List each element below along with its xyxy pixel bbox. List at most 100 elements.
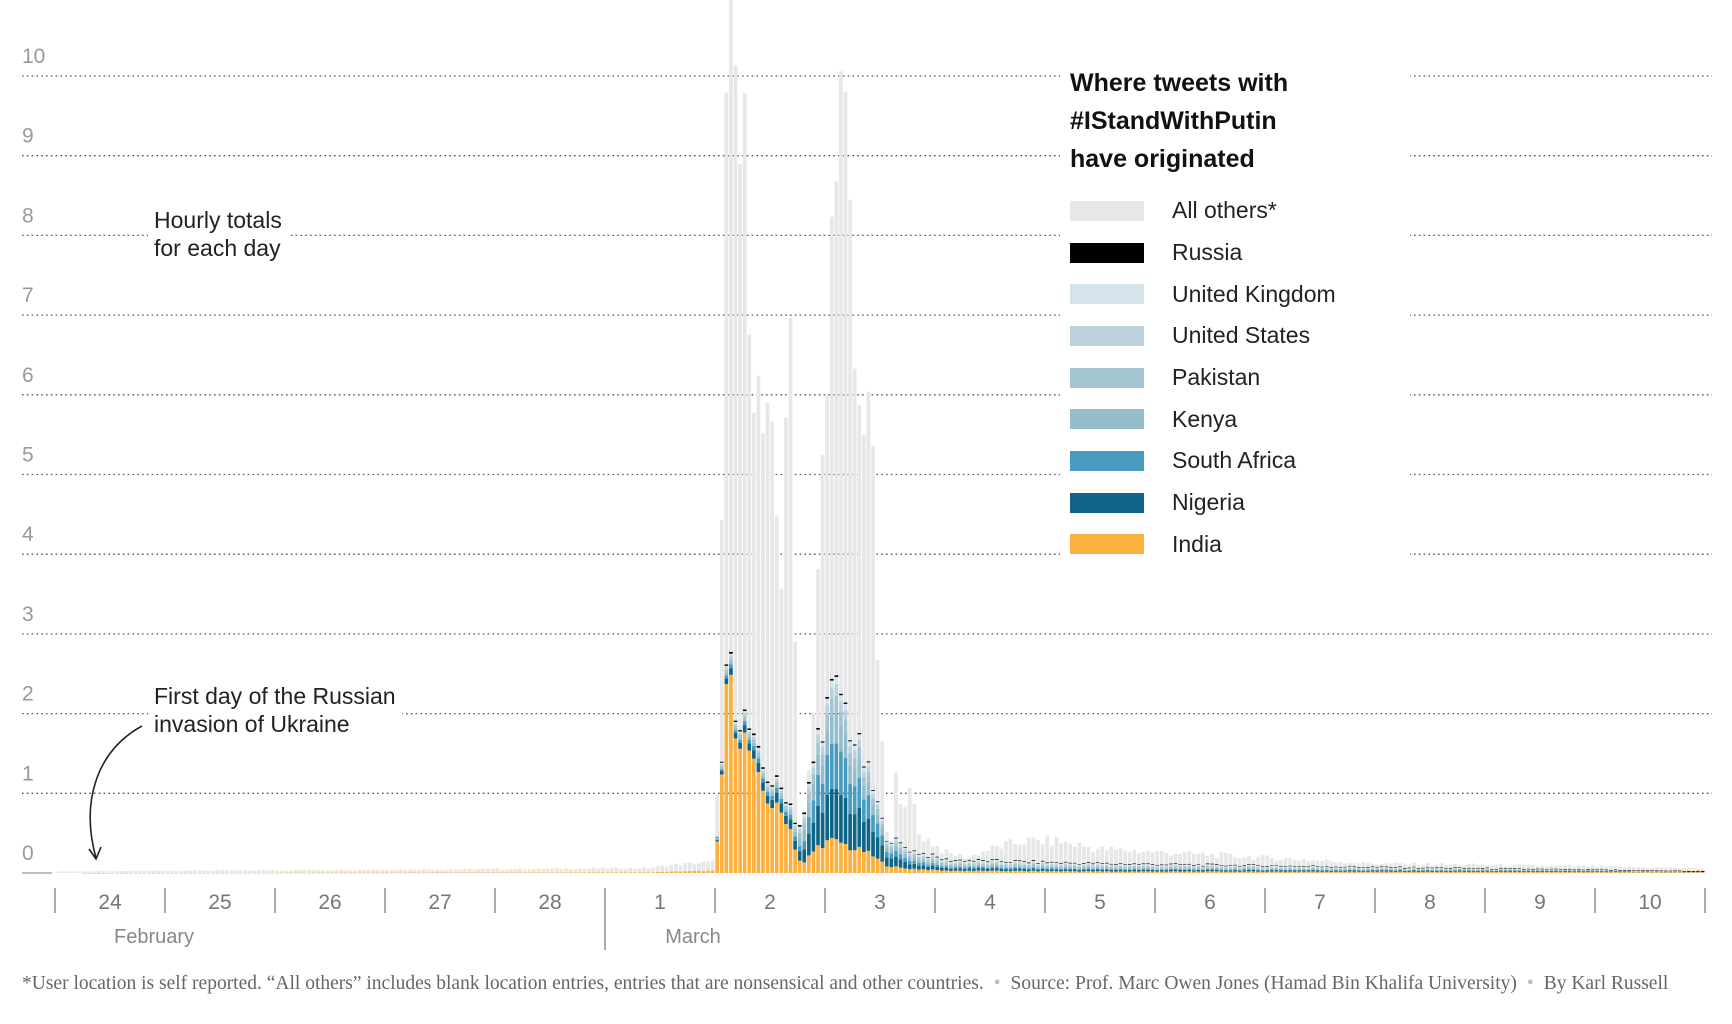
bar-nigeria (829, 788, 834, 838)
bar-kenya (1357, 869, 1361, 871)
bar-south_africa (1141, 868, 1146, 870)
bar-uk (962, 862, 967, 864)
bar-uk (1334, 867, 1338, 868)
bar-india (1375, 871, 1380, 873)
bar-kenya (719, 767, 724, 769)
legend-swatch (1070, 534, 1144, 555)
bar-us (1118, 865, 1123, 867)
bar-nigeria (1393, 870, 1398, 872)
bar-uk (1169, 864, 1173, 866)
bar-others (357, 869, 362, 873)
bar-kenya (1049, 866, 1054, 869)
bar-uk (1650, 870, 1655, 872)
bar-kenya (1567, 870, 1572, 871)
bar-kenya (1471, 870, 1476, 871)
bar-south_africa (1522, 870, 1526, 872)
bar-india (1645, 872, 1650, 873)
legend-item: Kenya (1070, 398, 1400, 440)
bar-others (573, 869, 577, 873)
bar-india (1352, 871, 1357, 873)
bar-pakistan (1095, 865, 1100, 868)
bar-south_africa (1535, 870, 1540, 872)
bar-others (1416, 865, 1421, 868)
bar-russia (1682, 871, 1687, 872)
bar-nigeria (1256, 870, 1260, 872)
bar-us (1503, 868, 1508, 870)
bar-russia (1068, 862, 1072, 864)
bar-pakistan (981, 863, 985, 866)
bar-others (1150, 852, 1155, 865)
bar-uk (1187, 864, 1192, 866)
bar-russia (930, 853, 935, 855)
bar-kenya (981, 865, 985, 867)
bar-russia (784, 802, 788, 804)
bar-others (449, 869, 454, 873)
bar-others (1480, 864, 1485, 868)
bar-russia (1508, 868, 1512, 869)
bar-pakistan (875, 808, 880, 815)
bar-us (742, 712, 747, 716)
bar-russia (738, 730, 742, 732)
bar-uk (1292, 866, 1297, 868)
bar-pakistan (1164, 867, 1169, 869)
bar-india (651, 872, 655, 873)
bar-russia (1045, 862, 1050, 864)
bar-russia (1324, 866, 1329, 868)
bar-india (1040, 870, 1045, 873)
bar-others (738, 163, 742, 731)
bar-india (316, 872, 321, 874)
bar-nigeria (1224, 870, 1228, 872)
bar-russia (1618, 869, 1622, 871)
bar-nigeria (1462, 870, 1467, 872)
bar-others (889, 840, 894, 843)
bar-us (1544, 869, 1549, 871)
bar-south_africa (1531, 870, 1535, 872)
bar-russia (1036, 863, 1040, 864)
bar-india (710, 870, 715, 873)
bar-us (1540, 869, 1545, 871)
bar-others (78, 871, 82, 873)
bar-pakistan (1224, 868, 1228, 869)
bar-russia (1398, 866, 1402, 867)
bar-nigeria (1494, 871, 1499, 873)
bar-us (1164, 866, 1169, 868)
x-tick-label: 27 (428, 891, 451, 914)
bar-india (1054, 871, 1059, 873)
bar-south_africa (1471, 870, 1476, 872)
bar-india (825, 840, 830, 873)
bar-us (1384, 867, 1389, 869)
annotation-arrow (89, 725, 143, 859)
bar-nigeria (894, 856, 898, 867)
bar-kenya (1457, 869, 1462, 871)
bar-india (454, 872, 458, 874)
bar-nigeria (1554, 870, 1558, 872)
bar-russia (1311, 865, 1315, 867)
bar-india (1499, 871, 1503, 873)
bar-pakistan (1192, 867, 1196, 869)
bar-others (1279, 859, 1283, 866)
bar-south_africa (939, 866, 944, 869)
bar-nigeria (1512, 870, 1517, 872)
bar-uk (1632, 870, 1636, 872)
bar-south_africa (1247, 869, 1251, 870)
bar-uk (875, 802, 880, 806)
bar-us (857, 739, 862, 747)
bar-nigeria (1402, 870, 1407, 872)
legend-item: United States (1070, 315, 1400, 357)
bar-us (1251, 865, 1256, 868)
bar-russia (1645, 870, 1650, 871)
bar-others (1187, 850, 1192, 864)
bar-south_africa (1091, 869, 1095, 870)
bar-others (825, 395, 830, 697)
bar-russia (1141, 863, 1146, 865)
bar-south_africa (999, 867, 1004, 869)
month-label: March (665, 926, 721, 948)
bar-kenya (889, 849, 894, 854)
bar-others (1182, 851, 1187, 865)
bar-kenya (1416, 870, 1421, 871)
bar-others (609, 867, 614, 873)
bar-us (852, 750, 857, 758)
bar-others (1453, 863, 1457, 868)
bar-kenya (1237, 869, 1242, 871)
bar-pakistan (866, 772, 871, 782)
